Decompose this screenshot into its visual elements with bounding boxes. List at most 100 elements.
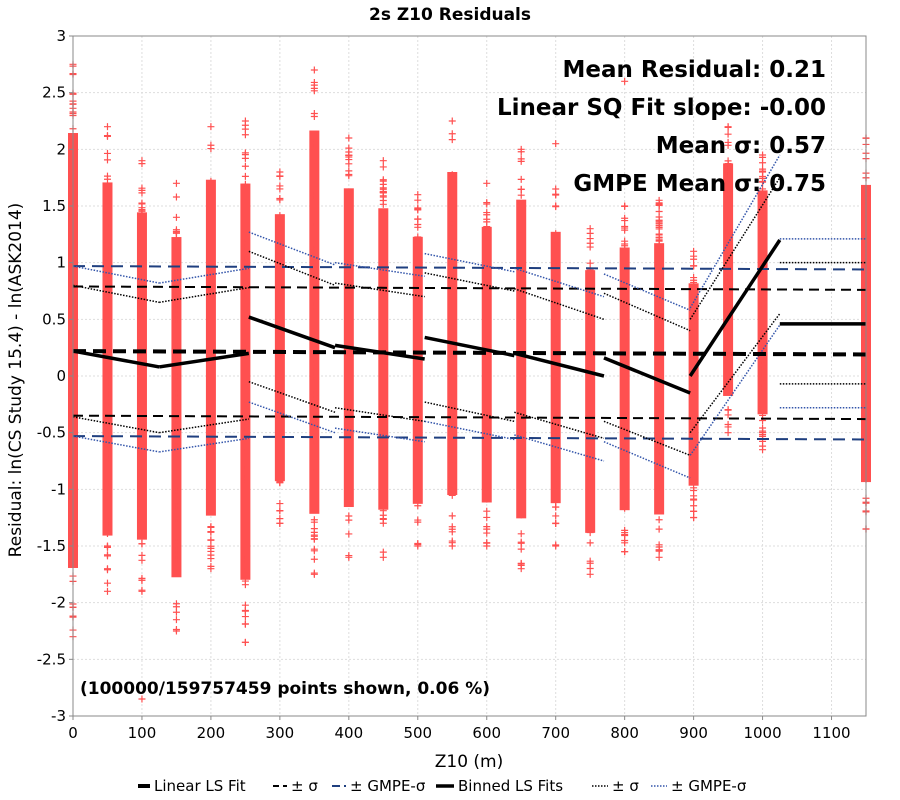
scatter-point [414,502,422,510]
scatter-point [586,300,594,308]
scatter-point [414,494,422,502]
scatter-point [310,270,318,278]
scatter-point [414,335,422,343]
scatter-point [172,213,180,221]
scatter-dense-core [240,183,251,580]
scatter-point [414,426,422,434]
scatter-point [241,555,249,563]
y-tick-label: -3 [51,707,66,725]
scatter-point [276,307,284,315]
scatter-point [241,213,249,221]
binned-sigma-upper [603,292,691,332]
scatter-point [621,482,629,490]
scatter-column [550,185,561,550]
scatter-point [172,295,180,303]
scatter-point [448,235,456,243]
scatter-point [103,291,111,299]
binned-fit-line [688,239,782,377]
scatter-point [517,465,525,473]
scatter-point [483,215,491,223]
scatter-point [655,423,663,431]
scatter-outlier [621,77,629,85]
scatter-point [586,492,594,500]
scatter-point [345,269,353,277]
binned-sigma-upper [248,250,336,287]
binned-gmpe-upper [334,261,425,278]
scatter-point [103,551,111,559]
scatter-point [207,177,215,185]
scatter-point [241,475,249,483]
scatter-point [552,366,560,374]
scatter-point [448,323,456,331]
scatter-point [586,502,594,510]
scatter-point [345,426,353,434]
scatter-column [171,179,182,635]
scatter-point [517,309,525,317]
scatter-point [655,330,663,338]
linear-sigma-lower [72,414,867,421]
stat-annotation: Linear SQ Fit slope: -0.00 [497,95,826,121]
binned-fit-line [603,356,691,395]
scatter-point [448,130,456,138]
x-axis-ticks: 0 100 200 300 400 500 600 700 800 900 1000 1100 [68,716,851,742]
binned-gmpe-upper [689,154,781,309]
scatter-point [552,191,560,199]
scatter-point [655,431,663,439]
scatter-point [172,538,180,546]
binned-sigma-lower [689,313,781,434]
scatter-point [517,393,525,401]
scatter-point [276,399,284,407]
scatter-point [448,244,456,252]
scatter-point [276,248,284,256]
scatter-column [309,66,320,578]
scatter-point [138,533,146,541]
scatter-point [517,191,525,199]
scatter-point [103,587,111,595]
scatter-point [241,606,249,614]
scatter-point [379,487,387,495]
scatter-point [621,226,629,234]
scatter-point [690,412,698,420]
scatter-point [655,236,663,244]
scatter-point [517,372,525,380]
scatter-point [207,480,215,488]
scatter-point [241,517,249,525]
scatter-point [138,235,146,243]
scatter-point [655,249,663,257]
scatter-point [103,506,111,514]
scatter-point [724,141,732,149]
scatter-point [138,157,146,165]
scatter-point [690,431,698,439]
scatter-point [103,149,111,157]
scatter-point [759,159,767,167]
y-tick-label: 0 [56,367,66,385]
scatter-point [655,546,663,554]
scatter-point [103,516,111,524]
scatter-point [724,372,732,380]
scatter-point [310,525,318,533]
scatter-point [276,216,284,224]
scatter-point [586,243,594,251]
scatter-column [447,117,458,550]
scatter-point [207,461,215,469]
scatter-point [103,524,111,532]
scatter-point [138,452,146,460]
scatter-point [414,191,422,199]
y-tick-label: 0.5 [42,310,66,328]
scatter-point [414,371,422,379]
binned-gmpe-upper [72,265,160,284]
scatter-point [621,321,629,329]
scatter-point [241,180,249,188]
scatter-point [517,417,525,425]
scatter-point [310,236,318,244]
scatter-point [345,482,353,490]
binned-sigma-lower [424,401,515,423]
scatter-point [448,225,456,233]
scatter-point [586,480,594,488]
binned-sigma-upper [159,286,249,304]
binned-fit-line [334,343,425,361]
scatter-point [310,570,318,578]
scatter-point [379,480,387,488]
scatter-point [517,155,525,163]
binned-gmpe-upper [514,267,605,298]
